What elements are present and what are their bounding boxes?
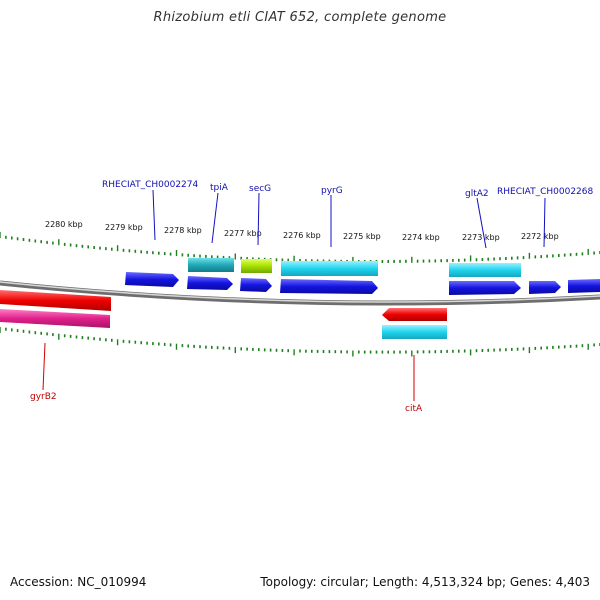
gene-arrow-forward[interactable] (240, 278, 272, 292)
gene-arrow-forward[interactable] (125, 272, 179, 287)
gene-arrow-reverse[interactable] (0, 290, 111, 311)
rna-feature-secG-region (241, 259, 272, 273)
genome-backbone-highlight (0, 281, 600, 303)
rna-feature-tpiA-region (188, 258, 234, 272)
gene-label-leader (211, 192, 219, 244)
gene-arrow-forward[interactable] (449, 281, 521, 295)
gene-label[interactable]: RHECIAT_CH0002274 (102, 180, 199, 190)
gene-label-leader (476, 197, 487, 249)
kbp-label: 2274 kbp (402, 233, 440, 242)
gene-label[interactable]: RHECIAT_CH0002268 (497, 187, 594, 197)
gene-label[interactable]: gltA2 (465, 189, 489, 199)
gene-label-leader (543, 197, 546, 248)
gene-arrow-reverse[interactable] (0, 309, 110, 328)
map-title: Rhizobium etli CIAT 652, complete genome (153, 10, 447, 25)
kbp-label: 2276 kbp (283, 231, 321, 240)
gene-arrow-forward[interactable] (529, 281, 561, 294)
gene-label-leader (42, 342, 46, 391)
gene-label[interactable]: secG (249, 184, 271, 194)
gene-label[interactable]: citA (405, 404, 423, 414)
kbp-label: 2278 kbp (164, 226, 202, 235)
rna-feature-citA-region (382, 325, 447, 339)
gene-label[interactable]: gyrB2 (30, 392, 57, 402)
genome-backbone (0, 280, 600, 306)
kbp-tick-row-bottom (0, 327, 600, 357)
gene-arrow-forward[interactable] (568, 279, 600, 293)
kbp-label: 2280 kbp (45, 220, 83, 229)
rna-feature-gltA2-region (449, 263, 521, 277)
gene-label-leader (257, 192, 260, 246)
gene-arrow-forward[interactable] (280, 279, 378, 294)
kbp-label: 2277 kbp (224, 229, 262, 238)
kbp-label: 2273 kbp (462, 233, 500, 242)
gene-label[interactable]: tpiA (210, 183, 229, 193)
kbp-label: 2275 kbp (343, 232, 381, 241)
genome-stats-text: Topology: circular; Length: 4,513,324 bp… (260, 575, 590, 589)
gene-arrow-forward[interactable] (187, 276, 233, 290)
kbp-label: 2279 kbp (105, 223, 143, 232)
gene-label[interactable]: pyrG (321, 186, 343, 196)
gene-label-leader (152, 189, 156, 241)
accession-text: Accession: NC_010994 (10, 575, 147, 589)
gene-arrow-reverse[interactable] (382, 308, 447, 321)
rna-feature-pyrG-region (281, 261, 378, 276)
kbp-label: 2272 kbp (521, 232, 559, 241)
